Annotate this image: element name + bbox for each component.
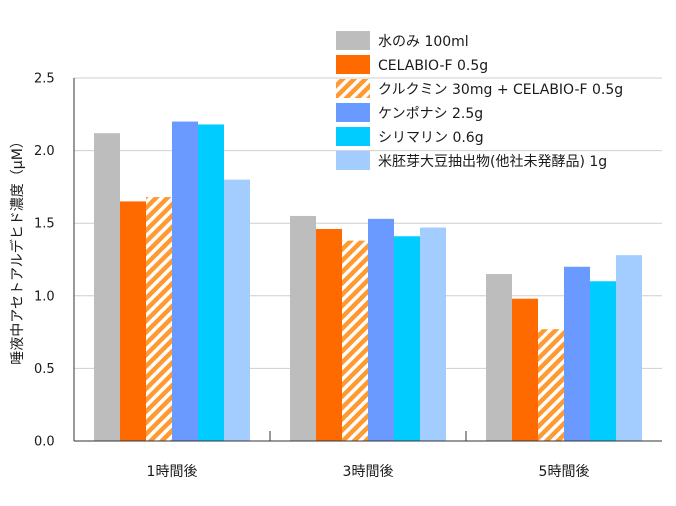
legend-label: ケンポナシ 2.5g — [378, 106, 483, 122]
bar — [290, 215, 316, 441]
y-axis-title: 唾液中アセトアルデヒド濃度（μM） — [9, 134, 26, 365]
bar — [120, 201, 146, 441]
y-tick-label: 0.5 — [34, 362, 55, 377]
legend-swatch — [336, 79, 370, 98]
legend-label: クルクミン 30mg + CELABIO-F 0.5g — [378, 82, 623, 98]
bar — [420, 227, 446, 441]
bar — [590, 281, 616, 441]
bar — [146, 197, 172, 441]
bar — [538, 329, 564, 441]
legend-label: CELABIO-F 0.5g — [378, 58, 488, 74]
x-tick-label: 3時間後 — [343, 464, 394, 480]
bar — [564, 266, 590, 441]
bar-layer — [94, 121, 642, 442]
bar — [172, 121, 198, 441]
y-tick-label: 2.0 — [34, 144, 55, 159]
bar — [512, 298, 538, 441]
legend-label: 米胚芽大豆抽出物(他社未発酵品) 1g — [378, 154, 607, 170]
y-tick-label: 1.5 — [34, 217, 55, 232]
bar — [94, 133, 120, 441]
legend-swatch — [336, 127, 370, 146]
legend-swatch — [336, 151, 370, 170]
x-tick-label: 5時間後 — [539, 464, 590, 480]
y-tick-label: 0.0 — [34, 435, 55, 450]
bar — [342, 240, 368, 441]
bar — [316, 229, 342, 441]
legend: 水のみ 100ml CELABIO-F 0.5g クルクミン 30mg + CELA… — [336, 31, 623, 170]
bar — [486, 274, 512, 441]
legend-label: 水のみ 100ml — [378, 34, 469, 50]
bar — [394, 236, 420, 441]
bar — [616, 255, 642, 441]
y-tick-label: 2.5 — [34, 72, 55, 87]
legend-label: シリマリン 0.6g — [378, 130, 484, 146]
y-tick-label: 1.0 — [34, 289, 55, 304]
axis-layer: 0.0 0.5 1.0 1.5 2.0 2.5 1時間後 3時間後 5時間後 — [34, 72, 662, 480]
bar — [198, 124, 224, 442]
legend-swatch — [336, 103, 370, 122]
bar — [368, 218, 394, 441]
x-tick-label: 1時間後 — [147, 464, 198, 480]
legend-swatch — [336, 31, 370, 50]
bar — [224, 179, 250, 441]
legend-swatch — [336, 55, 370, 74]
